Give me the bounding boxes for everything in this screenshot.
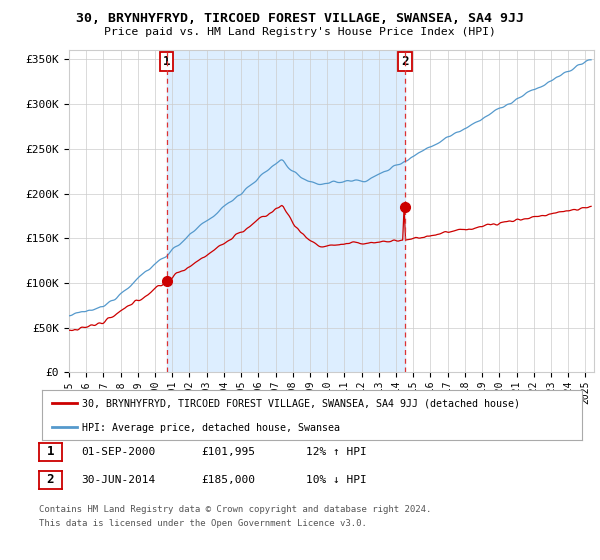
Text: 2: 2 — [401, 55, 409, 68]
Text: 2: 2 — [47, 473, 54, 487]
Text: £185,000: £185,000 — [201, 475, 255, 485]
Text: 01-SEP-2000: 01-SEP-2000 — [81, 447, 155, 457]
Text: 30, BRYNHYFRYD, TIRCOED FOREST VILLAGE, SWANSEA, SA4 9JJ (detached house): 30, BRYNHYFRYD, TIRCOED FOREST VILLAGE, … — [83, 399, 521, 409]
Text: 12% ↑ HPI: 12% ↑ HPI — [306, 447, 367, 457]
Text: Contains HM Land Registry data © Crown copyright and database right 2024.: Contains HM Land Registry data © Crown c… — [39, 505, 431, 514]
Text: Price paid vs. HM Land Registry's House Price Index (HPI): Price paid vs. HM Land Registry's House … — [104, 27, 496, 37]
Text: 30, BRYNHYFRYD, TIRCOED FOREST VILLAGE, SWANSEA, SA4 9JJ: 30, BRYNHYFRYD, TIRCOED FOREST VILLAGE, … — [76, 12, 524, 25]
Text: 10% ↓ HPI: 10% ↓ HPI — [306, 475, 367, 485]
Text: This data is licensed under the Open Government Licence v3.0.: This data is licensed under the Open Gov… — [39, 519, 367, 528]
Bar — [167, 50, 404, 372]
Text: 1: 1 — [163, 55, 170, 68]
Text: 30-JUN-2014: 30-JUN-2014 — [81, 475, 155, 485]
Text: £101,995: £101,995 — [201, 447, 255, 457]
Text: 1: 1 — [47, 445, 54, 459]
Text: HPI: Average price, detached house, Swansea: HPI: Average price, detached house, Swan… — [83, 423, 341, 433]
